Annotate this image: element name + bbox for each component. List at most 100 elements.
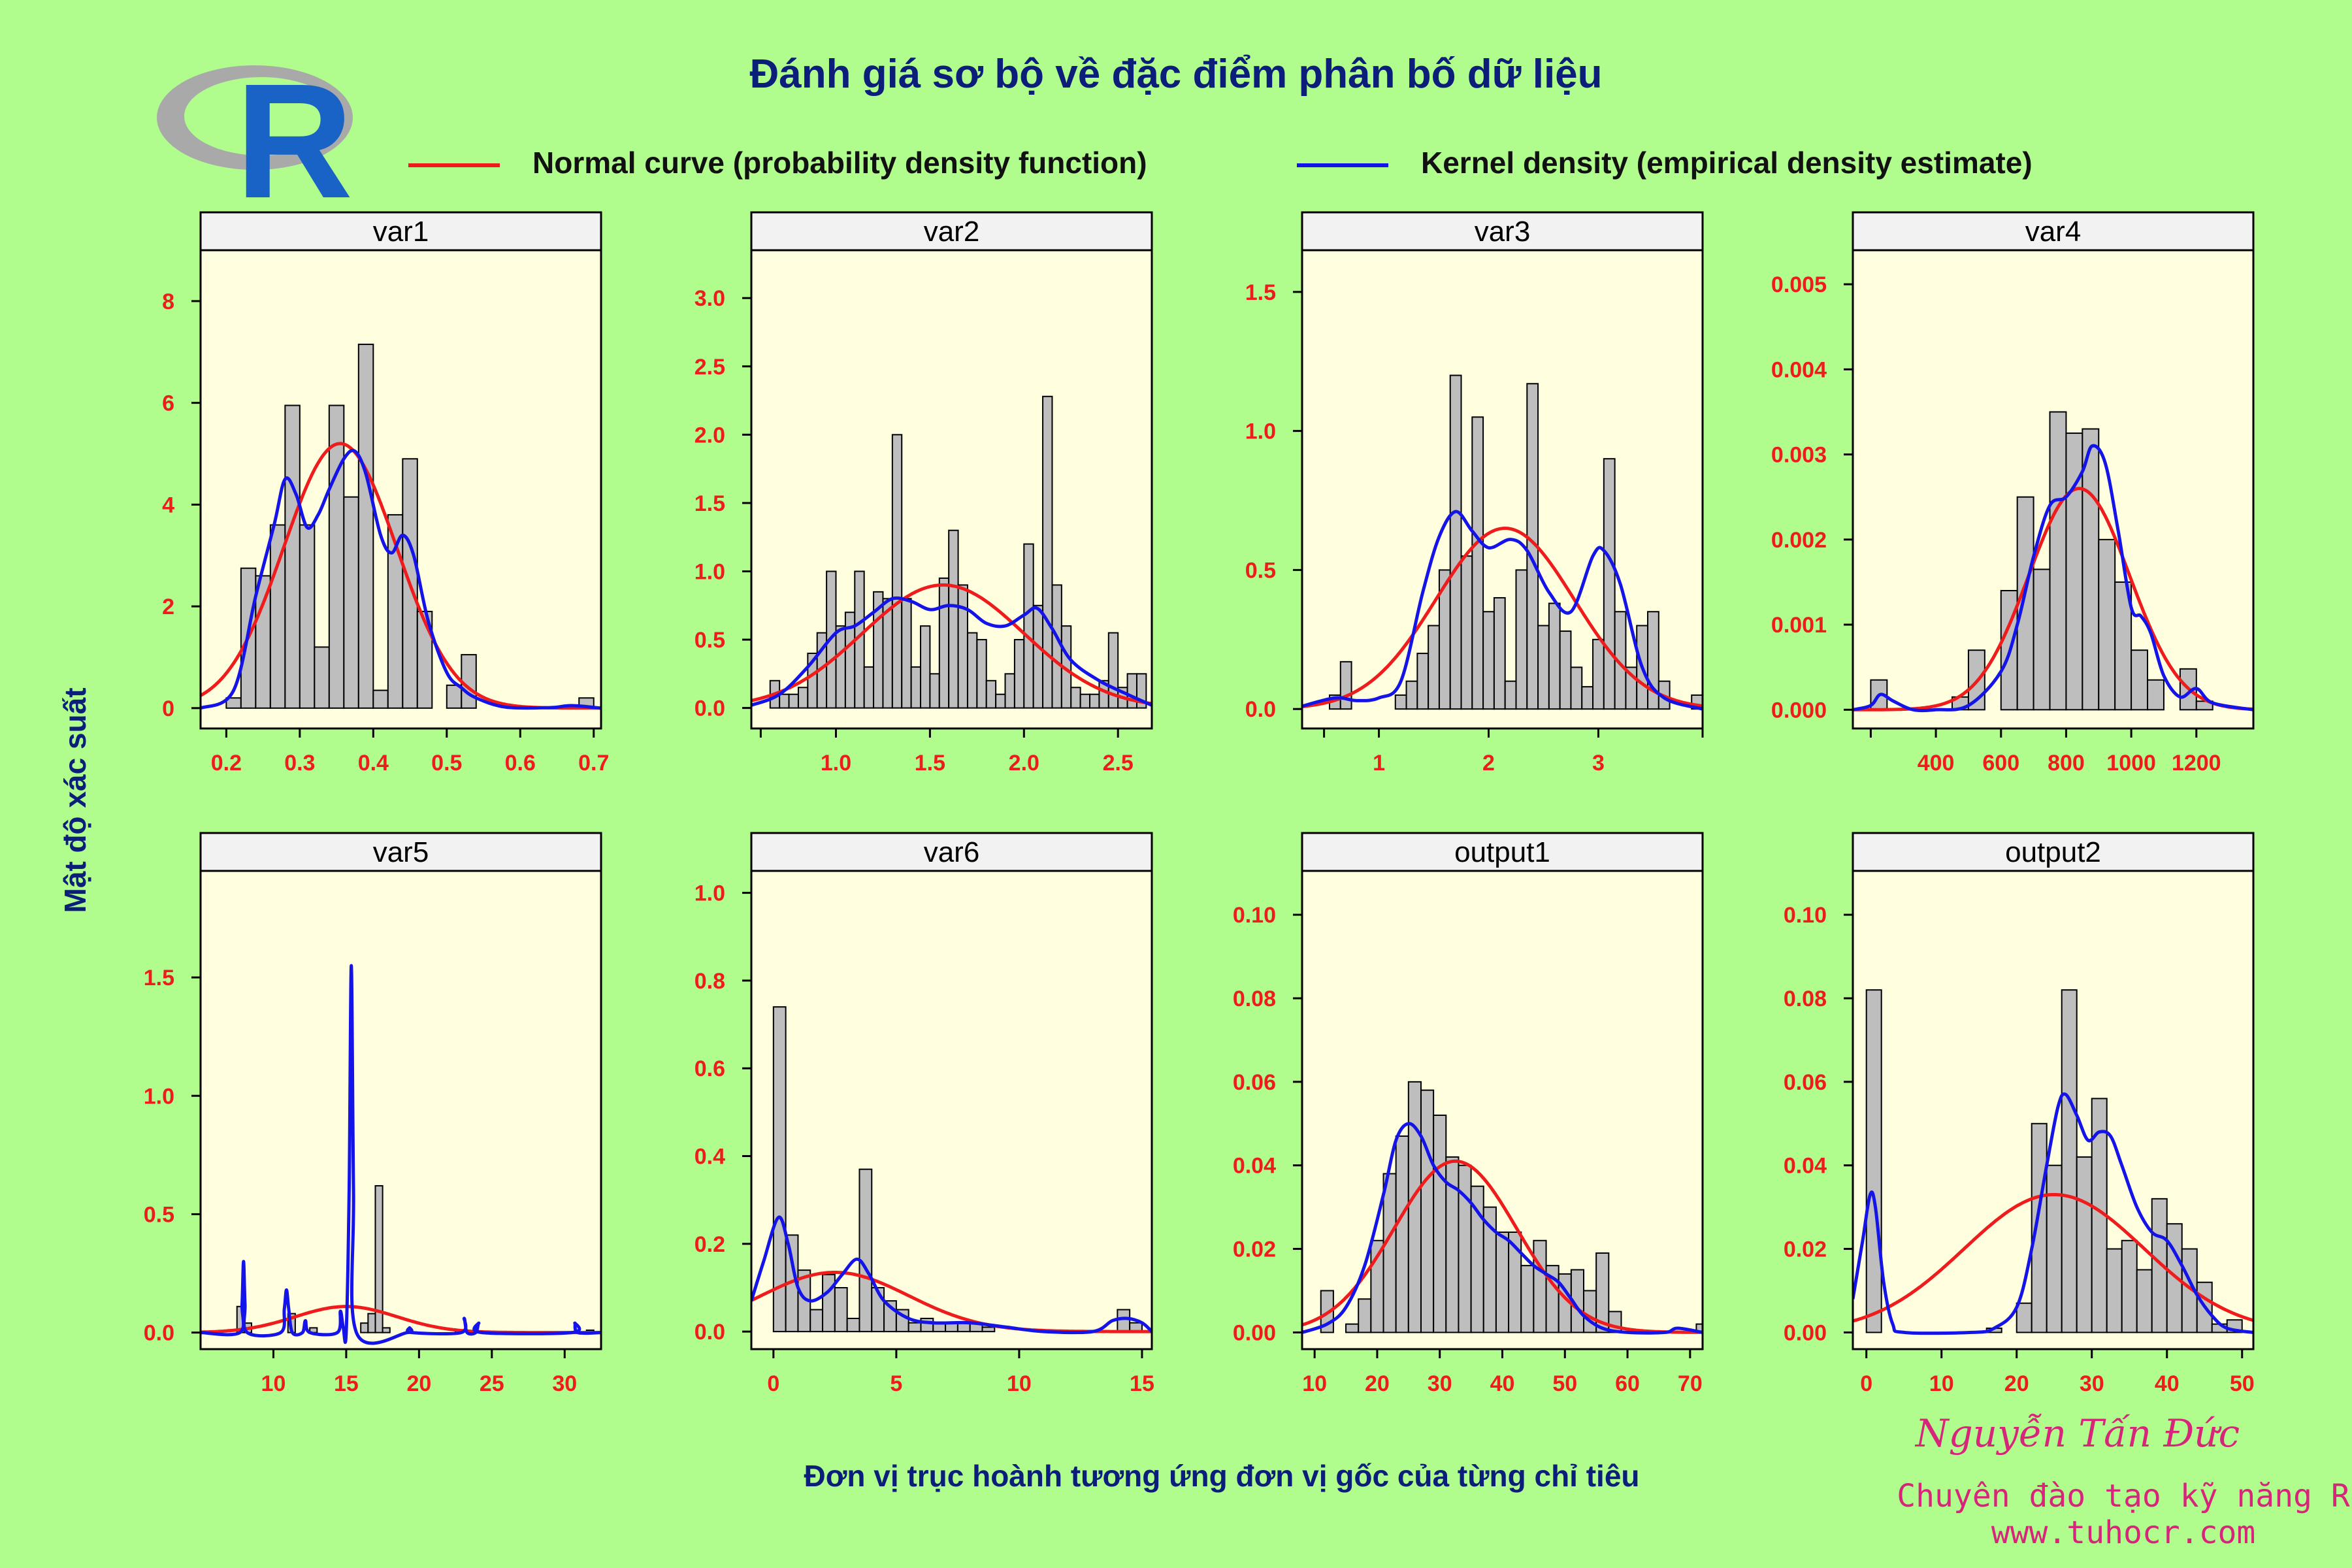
- histogram-bar: [2136, 1269, 2153, 1333]
- panel-title: output1: [1454, 836, 1550, 868]
- panel-output2: output2 0.00 0.02 0.04 0.06 0.08 0.10 0 10 20 30 40…: [1784, 832, 2255, 1396]
- histogram-bar: [382, 1327, 391, 1333]
- histogram-bar: [1358, 1298, 1372, 1333]
- x-tick-label: 40: [2155, 1371, 2180, 1396]
- histogram-bar: [1339, 661, 1352, 710]
- y-tick-label: 0.001: [1771, 613, 1827, 638]
- panel-var6: var6 0.0 0.2 0.4 0.6 0.8 1.0 0 5 10 15: [694, 832, 1154, 1396]
- y-tick-label: 0.5: [1245, 558, 1276, 583]
- x-tick-label: 30: [552, 1371, 577, 1396]
- panel-title: var3: [1475, 216, 1531, 248]
- y-tick-label: 6: [162, 391, 174, 416]
- histogram-bar: [1548, 602, 1561, 710]
- y-tick-label: 1.0: [144, 1084, 174, 1109]
- y-tick-label: 0.10: [1233, 903, 1276, 928]
- histogram-bar: [1493, 596, 1506, 710]
- y-tick-label: 1.5: [1245, 280, 1276, 305]
- legend-swatch-kernel: [1297, 163, 1388, 167]
- histogram-bar: [255, 575, 271, 709]
- histogram-bar: [985, 679, 997, 709]
- histogram-bar: [1702, 702, 1703, 710]
- histogram-bar: [2031, 1122, 2048, 1333]
- histogram-bar: [797, 687, 809, 709]
- y-tick-label: 0.003: [1771, 443, 1827, 468]
- panel-title: var1: [373, 216, 429, 248]
- histogram-bar: [938, 577, 950, 709]
- histogram-bar: [2106, 1248, 2123, 1333]
- plot-frame: [1852, 870, 2255, 1350]
- histogram-bar: [360, 1322, 369, 1333]
- histogram-bar: [299, 524, 316, 709]
- y-tick-label: 1.5: [694, 491, 725, 516]
- x-axis-label: Đơn vị trục hoành tương ứng đơn vị gốc c…: [804, 1459, 1640, 1493]
- histogram-bar: [1345, 1323, 1360, 1333]
- y-tick-label: 1.0: [1245, 419, 1276, 444]
- histogram-bar: [2147, 679, 2164, 711]
- legend-label-normal: Normal curve (probability density functi…: [532, 146, 1147, 180]
- y-tick-label: 0.5: [694, 628, 725, 653]
- x-tick-label: 0: [767, 1371, 779, 1396]
- histogram-bar: [1595, 1252, 1610, 1333]
- x-tick-label: 0.4: [358, 751, 389, 776]
- y-tick-label: 2.5: [694, 355, 725, 380]
- histogram-bar: [846, 1317, 860, 1333]
- plot-frame: [1852, 249, 2255, 730]
- kernel-curve: [1302, 510, 1703, 711]
- histogram-bar: [1405, 680, 1418, 710]
- histogram-bar: [981, 1326, 996, 1333]
- r-logo: R: [157, 50, 353, 203]
- histogram-bar: [920, 625, 931, 709]
- histogram-bar: [1032, 604, 1044, 709]
- histogram-bar: [2046, 1164, 2063, 1333]
- histogram-bar: [1013, 639, 1025, 709]
- kernel-curve: [1302, 1122, 1703, 1335]
- histogram-bar: [1042, 395, 1053, 709]
- x-tick-label: 0: [1860, 1371, 1872, 1396]
- y-tick-label: 3.0: [694, 286, 725, 311]
- histogram-bar: [1394, 694, 1407, 710]
- histogram-bar: [2016, 1302, 2033, 1333]
- histogram-bar: [374, 1184, 384, 1333]
- y-tick-label: 1.5: [144, 966, 174, 990]
- x-tick-label: 2.5: [1103, 751, 1134, 776]
- x-tick-label: 0.5: [431, 751, 462, 776]
- histogram-bar: [2033, 568, 2051, 711]
- panel-var3: var3 0.0 0.5 1.0 1.5 1 2 3: [1245, 211, 1704, 776]
- histogram-bar: [2082, 428, 2100, 711]
- y-tick-label: 0.000: [1771, 698, 1827, 723]
- signature-website[interactable]: www.tuhocr.com: [1991, 1514, 2256, 1551]
- x-tick-label: 70: [1678, 1371, 1703, 1396]
- y-tick-label: 0.8: [694, 969, 725, 994]
- histogram-bar: [1420, 1089, 1435, 1333]
- y-tick-label: 0.10: [1784, 903, 1827, 928]
- plot-content: [1302, 374, 1703, 711]
- histogram-bar: [2061, 989, 2078, 1333]
- y-tick-label: 0.004: [1771, 357, 1827, 382]
- panel-strip: [1301, 211, 1704, 252]
- panel-var1: var1 0 2 4 6 8 0.2 0.3 0.4 0.5 0.6 0.7: [162, 211, 609, 776]
- normal-curve: [1853, 1193, 2253, 1323]
- histogram-bar: [1533, 1239, 1547, 1333]
- x-tick-label: 2.0: [1009, 751, 1039, 776]
- histogram-bar: [1428, 625, 1440, 710]
- y-tick-label: 0: [162, 696, 174, 721]
- legend-item-normal: Normal curve (probability density functi…: [408, 145, 1147, 180]
- histogram-bar: [1865, 989, 1882, 1333]
- x-tick-label: 60: [1615, 1371, 1640, 1396]
- plot-area: [201, 871, 601, 1349]
- histogram-bar: [1504, 680, 1517, 710]
- x-tick-label: 20: [1365, 1371, 1390, 1396]
- histogram-bar: [1559, 630, 1572, 710]
- kernel-curve: [751, 596, 1152, 707]
- histogram-bar: [835, 625, 846, 709]
- x-tick-label: 50: [2230, 1371, 2255, 1396]
- y-tick-label: 0.04: [1233, 1154, 1276, 1179]
- histogram-bar: [788, 693, 799, 709]
- histogram-bar: [858, 1168, 873, 1333]
- plot-frame: [750, 870, 1153, 1350]
- histogram-bar: [328, 404, 345, 709]
- panel-strip: [750, 211, 1153, 252]
- histogram-bar: [2121, 1239, 2138, 1333]
